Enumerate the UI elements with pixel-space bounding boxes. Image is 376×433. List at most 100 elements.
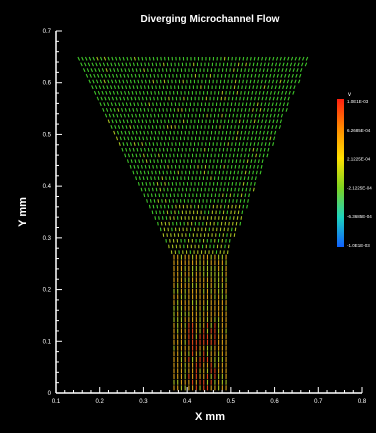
velocity-vector bbox=[136, 147, 139, 152]
velocity-vector bbox=[284, 90, 288, 95]
velocity-vector bbox=[252, 170, 254, 175]
velocity-vector bbox=[247, 113, 250, 118]
velocity-vector bbox=[137, 142, 140, 146]
velocity-vector bbox=[298, 79, 301, 84]
velocity-vector bbox=[146, 199, 148, 203]
velocity-vector bbox=[136, 108, 138, 112]
velocity-vector bbox=[141, 79, 143, 84]
velocity-vector bbox=[242, 142, 245, 146]
velocity-vector bbox=[240, 130, 243, 135]
velocity-vector bbox=[123, 96, 126, 101]
velocity-vector bbox=[278, 62, 281, 67]
velocity-vector bbox=[272, 73, 276, 78]
velocity-vector bbox=[242, 96, 245, 101]
velocity-vector bbox=[242, 56, 245, 61]
velocity-vector bbox=[236, 153, 239, 158]
velocity-vector bbox=[252, 85, 255, 90]
velocity-vector bbox=[237, 147, 240, 152]
velocity-vector bbox=[108, 73, 111, 78]
velocity-vector bbox=[110, 125, 113, 129]
velocity-vector bbox=[100, 73, 104, 78]
velocity-vector bbox=[101, 90, 104, 95]
velocity-vector bbox=[266, 130, 269, 135]
velocity-vector bbox=[160, 119, 162, 124]
velocity-vector bbox=[279, 79, 282, 84]
velocity-vector bbox=[249, 125, 251, 129]
velocity-vector bbox=[106, 62, 109, 67]
velocity-vector bbox=[298, 56, 301, 61]
velocity-vector bbox=[258, 136, 261, 141]
velocity-vector bbox=[249, 142, 252, 146]
velocity-vector bbox=[249, 102, 252, 107]
velocity-vector bbox=[283, 56, 286, 61]
velocity-vector bbox=[302, 56, 305, 61]
velocity-vector bbox=[245, 147, 247, 152]
velocity-vector bbox=[272, 96, 275, 101]
velocity-vector bbox=[159, 210, 161, 215]
velocity-vector bbox=[150, 153, 153, 158]
velocity-vector bbox=[128, 130, 131, 135]
velocity-vector bbox=[268, 142, 271, 146]
velocity-vector bbox=[124, 153, 127, 158]
velocity-vector bbox=[278, 108, 281, 112]
velocity-vector bbox=[158, 68, 160, 72]
velocity-vector bbox=[92, 79, 95, 84]
velocity-vector bbox=[253, 79, 256, 84]
velocity-vector bbox=[252, 187, 255, 192]
velocity-vector bbox=[255, 170, 258, 175]
y-tick-label: 0.4 bbox=[43, 184, 52, 190]
velocity-vector bbox=[148, 79, 151, 84]
velocity-vector bbox=[240, 108, 243, 112]
velocity-vector bbox=[120, 108, 124, 112]
velocity-vector bbox=[161, 153, 164, 158]
velocity-vector bbox=[135, 90, 138, 95]
y-tick-label: 0.1 bbox=[43, 339, 52, 345]
velocity-vector bbox=[159, 102, 162, 107]
velocity-vector bbox=[140, 102, 143, 107]
velocity-vector bbox=[153, 96, 155, 101]
velocity-vector bbox=[117, 85, 120, 90]
velocity-vector bbox=[261, 73, 264, 78]
velocity-vector bbox=[157, 91, 160, 95]
velocity-vector bbox=[135, 130, 138, 135]
x-tick-label: 0.4 bbox=[183, 399, 192, 405]
velocity-vector bbox=[249, 56, 252, 61]
velocity-vector bbox=[135, 68, 138, 72]
velocity-vector bbox=[262, 90, 265, 95]
velocity-vector bbox=[108, 113, 111, 118]
velocity-vector bbox=[139, 130, 142, 135]
velocity-vector bbox=[156, 142, 158, 146]
velocity-vector bbox=[137, 102, 139, 107]
velocity-vector bbox=[253, 119, 256, 124]
velocity-vector bbox=[136, 62, 139, 67]
velocity-vector bbox=[277, 68, 280, 73]
velocity-vector bbox=[271, 79, 275, 84]
velocity-vector bbox=[101, 68, 105, 73]
velocity-vector bbox=[152, 142, 155, 146]
velocity-vector bbox=[140, 85, 142, 90]
velocity-vector bbox=[94, 85, 98, 90]
velocity-vector bbox=[118, 79, 121, 84]
velocity-vector bbox=[160, 204, 162, 209]
velocity-vector bbox=[156, 96, 159, 101]
velocity-vector bbox=[106, 85, 109, 90]
velocity-vector bbox=[251, 68, 254, 72]
velocity-vector bbox=[281, 90, 284, 95]
velocity-vector bbox=[241, 125, 244, 129]
velocity-vector bbox=[134, 96, 137, 101]
velocity-vector bbox=[151, 170, 153, 175]
velocity-vector bbox=[251, 153, 254, 158]
velocity-vector bbox=[248, 170, 251, 175]
velocity-vector bbox=[259, 170, 262, 175]
velocity-vector bbox=[145, 73, 148, 78]
velocity-vector bbox=[115, 119, 118, 124]
velocity-vector bbox=[144, 187, 147, 192]
velocity-vector bbox=[102, 62, 106, 67]
velocity-vector bbox=[160, 73, 163, 78]
velocity-vector bbox=[123, 73, 126, 78]
velocity-vector bbox=[95, 62, 98, 67]
velocity-vector bbox=[242, 204, 245, 209]
velocity-vector bbox=[274, 108, 277, 112]
velocity-vector bbox=[272, 119, 275, 124]
velocity-vector bbox=[115, 73, 118, 78]
